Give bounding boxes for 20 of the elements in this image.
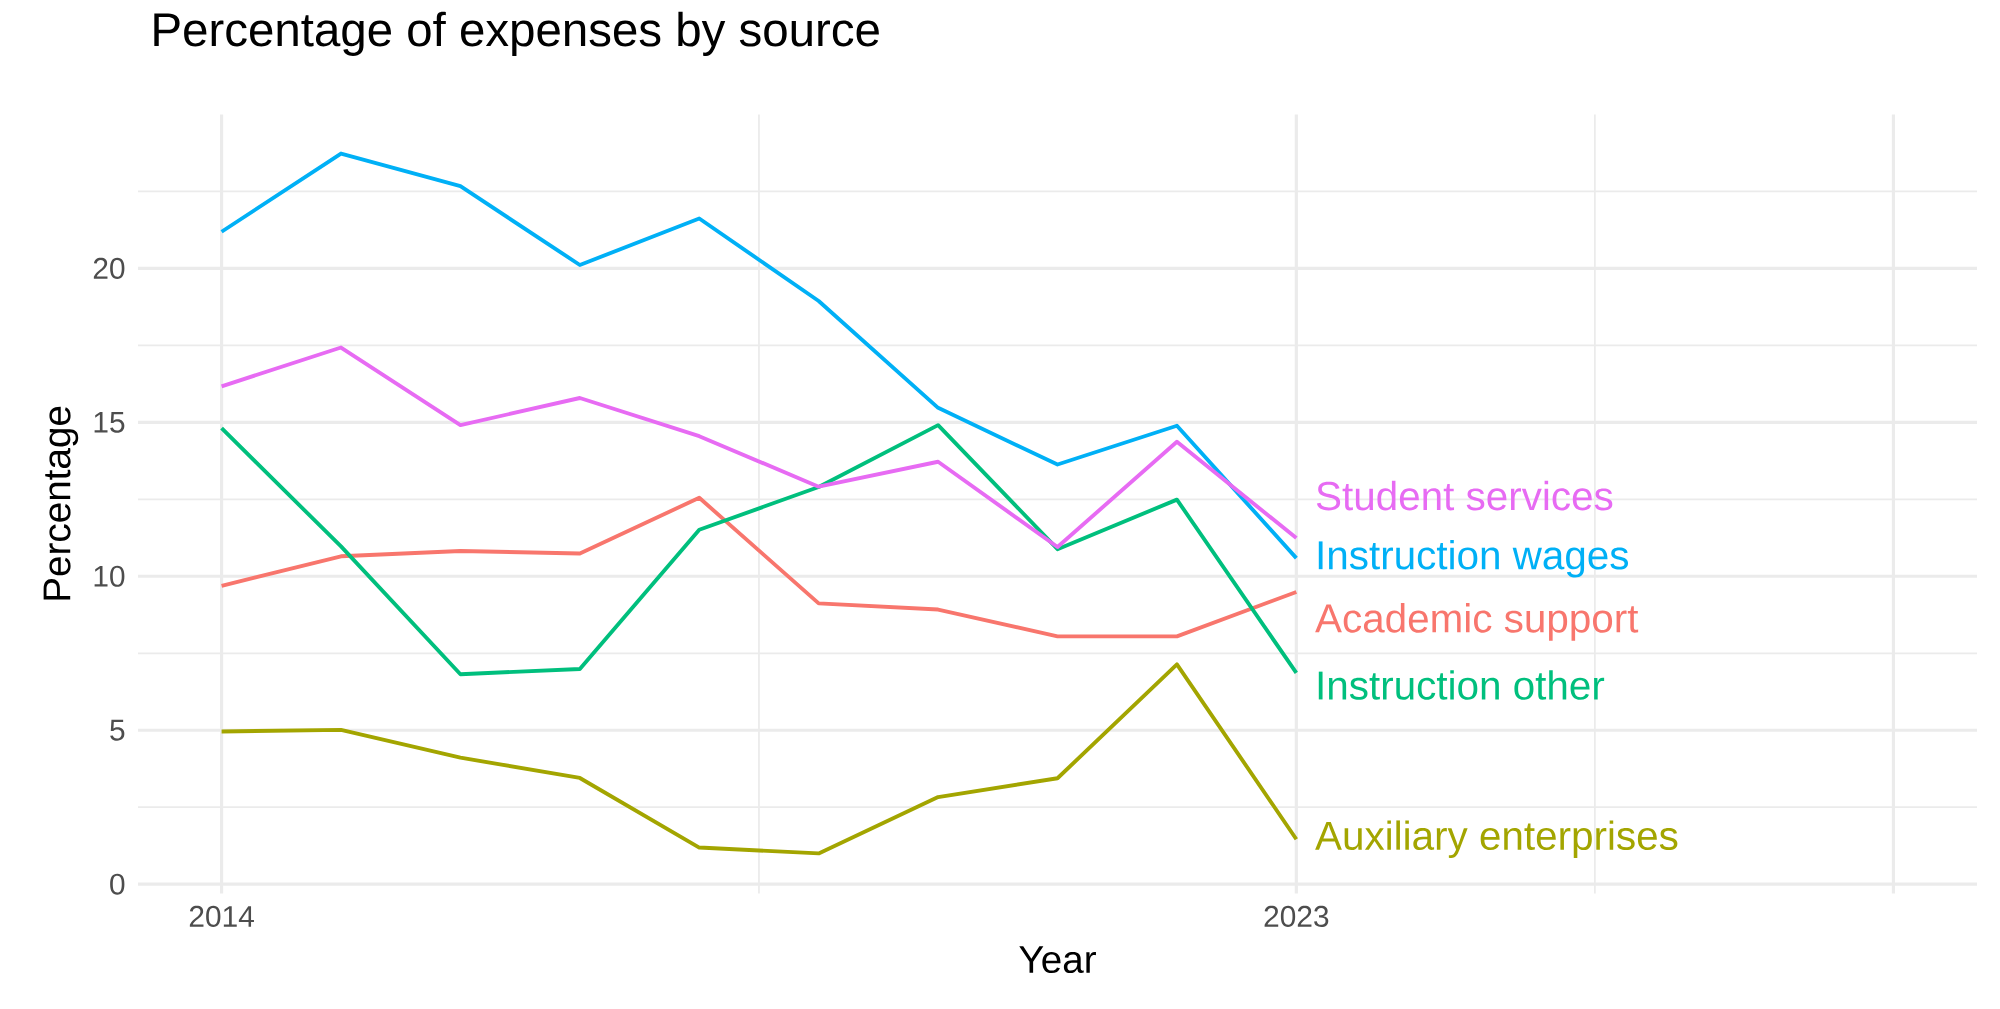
line-series	[219, 151, 1299, 560]
x-tick-label: 2014	[189, 905, 254, 927]
line-series	[219, 495, 1299, 639]
y-tick-label: 0	[110, 873, 125, 895]
series-label: Instruction wages	[1318, 539, 1629, 578]
series-label: Academic support	[1315, 602, 1639, 641]
y-tick-label: 5	[110, 719, 125, 741]
line-series	[219, 662, 1299, 856]
y-axis-title: Percentage	[43, 406, 79, 600]
line-series	[219, 345, 1299, 549]
series-label: Instruction other	[1318, 670, 1605, 700]
y-tick-label: 15	[94, 411, 125, 433]
series-label: Student services	[1316, 480, 1613, 511]
x-axis-title: Year	[1019, 946, 1096, 974]
x-tick-label: 2023	[1264, 905, 1329, 927]
series-label: Auxiliary enterprises	[1315, 820, 1678, 858]
line-series	[219, 423, 1299, 677]
y-tick-label: 20	[93, 257, 125, 279]
y-tick-label: 10	[94, 565, 125, 587]
chart-title: Percentage of expenses by source	[154, 11, 879, 56]
